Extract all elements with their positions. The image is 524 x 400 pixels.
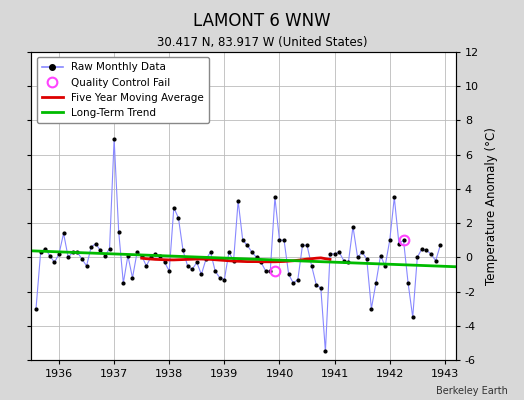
Text: Berkeley Earth: Berkeley Earth	[436, 386, 508, 396]
Text: 30.417 N, 83.917 W (United States): 30.417 N, 83.917 W (United States)	[157, 36, 367, 49]
Text: LAMONT 6 WNW: LAMONT 6 WNW	[193, 12, 331, 30]
Y-axis label: Temperature Anomaly (°C): Temperature Anomaly (°C)	[485, 127, 498, 285]
Legend: Raw Monthly Data, Quality Control Fail, Five Year Moving Average, Long-Term Tren: Raw Monthly Data, Quality Control Fail, …	[37, 57, 209, 123]
